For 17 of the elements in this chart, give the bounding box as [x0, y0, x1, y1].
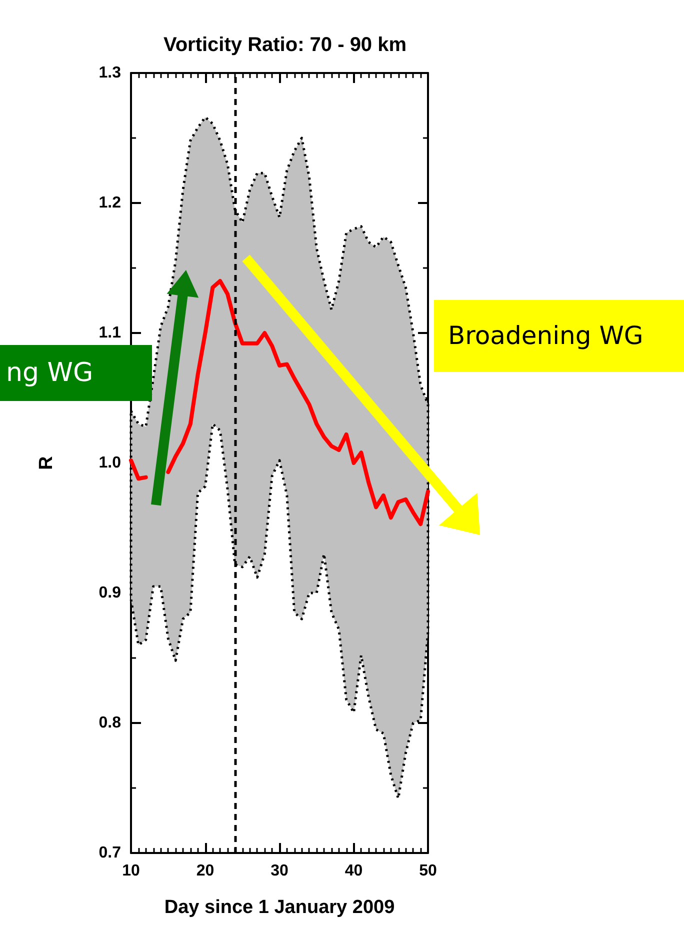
- y-axis-title: R: [36, 456, 57, 470]
- x-tick-label: 10: [122, 862, 140, 880]
- y-tick-label: 1.1: [98, 324, 122, 342]
- y-tick-label: 0.7: [98, 844, 122, 862]
- chart-title: Vorticity Ratio: 70 - 90 km: [163, 34, 407, 56]
- y-tick-label: 1.2: [98, 194, 122, 212]
- x-tick-label: 40: [344, 862, 363, 880]
- y-tick-label: 0.9: [98, 584, 122, 602]
- x-tick-label: 30: [270, 862, 288, 880]
- x-tick-label: 50: [419, 862, 437, 880]
- y-tick-label: 0.8: [98, 714, 122, 732]
- callout-box: Broadening WG: [434, 300, 684, 372]
- callout-box: ng WG: [0, 345, 152, 401]
- x-tick-label: 20: [196, 862, 214, 880]
- y-tick-label: 1.3: [98, 64, 122, 82]
- x-axis-title: Day since 1 January 2009: [164, 897, 395, 918]
- y-tick-label: 1.0: [98, 454, 122, 472]
